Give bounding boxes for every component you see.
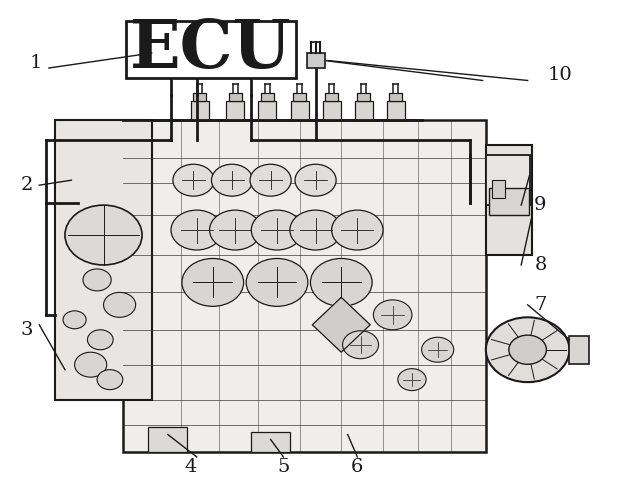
Text: 9: 9 bbox=[535, 196, 547, 214]
Bar bbox=[126, 20, 296, 78]
Circle shape bbox=[63, 311, 86, 329]
Text: 4: 4 bbox=[184, 458, 196, 476]
Circle shape bbox=[75, 352, 107, 377]
Bar bbox=[486, 156, 529, 205]
Circle shape bbox=[209, 210, 261, 250]
Text: 1: 1 bbox=[30, 54, 43, 72]
Circle shape bbox=[88, 330, 113, 349]
Bar bbox=[307, 53, 325, 68]
Circle shape bbox=[290, 210, 341, 250]
Text: 2: 2 bbox=[20, 176, 33, 194]
Circle shape bbox=[332, 210, 383, 250]
Bar bbox=[261, 94, 274, 102]
Bar bbox=[492, 180, 505, 198]
Circle shape bbox=[251, 210, 303, 250]
Text: 10: 10 bbox=[547, 66, 572, 84]
Circle shape bbox=[509, 335, 546, 364]
Bar bbox=[357, 94, 370, 102]
Circle shape bbox=[182, 258, 243, 306]
Bar bbox=[229, 94, 242, 102]
Text: ECU: ECU bbox=[130, 17, 292, 82]
Circle shape bbox=[65, 205, 142, 265]
Text: 5: 5 bbox=[278, 458, 290, 476]
Bar bbox=[191, 102, 209, 120]
Bar bbox=[323, 102, 341, 120]
Bar bbox=[325, 94, 338, 102]
Text: 8: 8 bbox=[535, 256, 547, 274]
Bar bbox=[149, 427, 187, 452]
Circle shape bbox=[104, 292, 136, 318]
Circle shape bbox=[97, 370, 123, 390]
Bar bbox=[258, 102, 276, 120]
Circle shape bbox=[422, 338, 454, 362]
Bar bbox=[569, 336, 589, 363]
Bar bbox=[387, 102, 405, 120]
Bar bbox=[55, 120, 152, 400]
Bar bbox=[355, 102, 373, 120]
Bar bbox=[486, 146, 532, 255]
Circle shape bbox=[211, 164, 252, 196]
Bar bbox=[123, 120, 486, 452]
Circle shape bbox=[250, 164, 291, 196]
Circle shape bbox=[83, 269, 111, 291]
Bar bbox=[390, 94, 402, 102]
Bar bbox=[290, 102, 308, 120]
Circle shape bbox=[246, 258, 308, 306]
Text: 3: 3 bbox=[20, 321, 33, 339]
Circle shape bbox=[374, 300, 412, 330]
Bar bbox=[293, 94, 306, 102]
Circle shape bbox=[310, 258, 372, 306]
Bar bbox=[193, 94, 206, 102]
Circle shape bbox=[173, 164, 214, 196]
Bar bbox=[251, 432, 290, 452]
Circle shape bbox=[398, 368, 426, 390]
Circle shape bbox=[295, 164, 336, 196]
Circle shape bbox=[171, 210, 222, 250]
Polygon shape bbox=[312, 298, 370, 352]
Text: 7: 7 bbox=[535, 296, 547, 314]
Bar bbox=[489, 188, 529, 215]
Circle shape bbox=[343, 331, 379, 358]
Bar bbox=[226, 102, 244, 120]
Text: 6: 6 bbox=[351, 458, 363, 476]
Circle shape bbox=[486, 318, 569, 382]
